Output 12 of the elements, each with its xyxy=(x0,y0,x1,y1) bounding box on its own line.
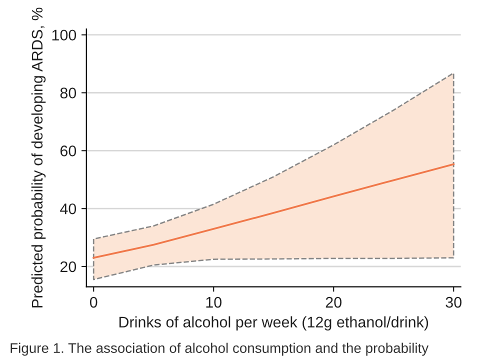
x-axis-title: Drinks of alcohol per week (12g ethanol/drink) xyxy=(119,316,428,331)
x-tick-label: 30 xyxy=(446,296,462,308)
x-tick-label: 20 xyxy=(326,296,342,308)
caption: Figure 1. The association of alcohol consumption and the probability xyxy=(10,342,429,356)
y-tick-label: 100 xyxy=(52,30,76,41)
y-tick-label: 80 xyxy=(60,88,76,98)
y-tick-label: 40 xyxy=(60,203,76,214)
x-tick-label: 10 xyxy=(206,296,222,308)
y-axis-title: Predicted probability of developing ARDS, % xyxy=(31,8,46,308)
x-tick-label: 0 xyxy=(90,296,98,308)
y-tick-label: 60 xyxy=(60,146,76,156)
y-tick-label: 20 xyxy=(60,261,76,272)
